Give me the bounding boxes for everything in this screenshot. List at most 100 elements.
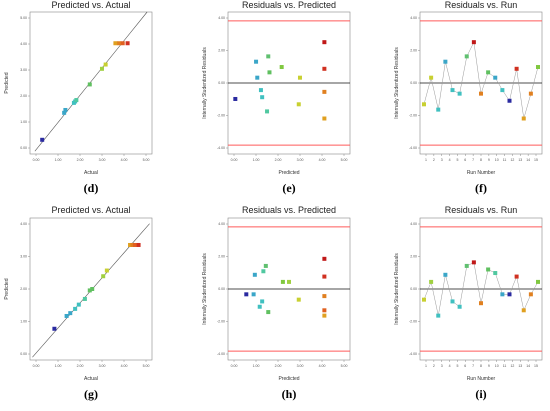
data-point (90, 287, 95, 291)
data-point (422, 102, 426, 107)
data-point (82, 296, 87, 301)
y-tick-label: 2.00 (410, 49, 417, 53)
data-point (322, 274, 327, 279)
x-axis-label: Run Number (467, 170, 496, 176)
y-tick-label: -2.00 (409, 320, 417, 324)
x-tick-label: 4.00 (121, 158, 128, 162)
data-point (87, 82, 92, 87)
data-point (52, 326, 57, 331)
data-point (507, 292, 512, 297)
x-tick-label: 4 (449, 158, 451, 162)
y-tick-label: -4.00 (217, 146, 225, 150)
data-point (507, 98, 512, 103)
y-tick-label: 1.00 (20, 320, 27, 324)
chart-title: Residuals vs. Predicted (242, 205, 336, 215)
x-tick-label: 0.00 (33, 364, 40, 368)
data-point (429, 75, 434, 80)
x-tick-label: 4.00 (319, 364, 326, 368)
data-point (125, 41, 130, 46)
data-point (74, 98, 79, 103)
x-tick-label: 2 (433, 364, 435, 368)
chart-panel-h: Residuals vs. Predicted -4.00 -2.00 0.00 2.0… (202, 205, 351, 401)
chart-panel-d: Predicted vs. Actual 0.00 1.00 2.00 3.00 4.00… (4, 0, 153, 195)
data-point (103, 62, 108, 67)
x-tick-label: 10 (495, 364, 499, 368)
data-point (471, 40, 476, 45)
x-tick-label: 3 (441, 158, 443, 162)
x-tick-label: 0.00 (33, 158, 40, 162)
x-tick-label: 3.00 (297, 364, 304, 368)
y-tick-label: 1.00 (20, 120, 27, 124)
y-tick-label: 4.00 (410, 222, 417, 226)
x-tick-label: 5.00 (143, 364, 150, 368)
data-point (254, 59, 259, 64)
y-tick-label: 2.00 (218, 255, 225, 259)
data-point (443, 272, 448, 277)
y-axis-label: Predicted (4, 72, 10, 93)
data-point (450, 88, 455, 93)
data-point (233, 96, 238, 101)
x-tick-label: 4 (449, 364, 451, 368)
x-tick-label: 3.00 (297, 158, 304, 162)
x-tick-label: 5 (456, 158, 458, 162)
data-point (266, 54, 271, 59)
data-point (422, 297, 426, 302)
x-axis-label: Actual (84, 376, 98, 382)
data-point (287, 279, 291, 284)
data-point (322, 89, 327, 94)
y-tick-label: 4.00 (218, 222, 225, 226)
data-point (258, 88, 263, 93)
data-point (244, 292, 249, 297)
y-tick-label: 0.00 (20, 146, 27, 150)
data-point (255, 75, 260, 80)
x-tick-label: 3 (441, 364, 443, 368)
x-tick-label: 5.00 (341, 158, 348, 162)
panel-letter: (d) (84, 181, 99, 195)
data-point (280, 279, 285, 284)
y-tick-label: 4.00 (20, 222, 27, 226)
y-tick-label: 3.00 (20, 68, 27, 72)
chart-title: Residuals vs. Run (445, 0, 518, 10)
x-tick-label: 6 (464, 364, 466, 368)
x-tick-label: 9 (488, 158, 490, 162)
x-tick-label: 13 (518, 364, 522, 368)
data-point (322, 40, 327, 45)
data-point (443, 59, 448, 64)
panel-letter: (g) (84, 387, 98, 401)
x-tick-label: 12 (510, 158, 514, 162)
data-point (117, 41, 122, 46)
data-point (528, 91, 533, 96)
data-point (486, 70, 491, 75)
data-point (297, 75, 302, 80)
data-point (263, 263, 268, 268)
data-point (260, 95, 265, 100)
x-axis-label: Actual (84, 170, 98, 176)
data-point (457, 304, 462, 309)
x-tick-label: 1.00 (253, 364, 260, 368)
chart-title: Predicted vs. Actual (51, 0, 130, 10)
data-point (322, 308, 327, 313)
y-tick-label: 4.00 (410, 16, 417, 20)
y-tick-label: -4.00 (409, 146, 417, 150)
y-tick-label: 0.00 (218, 81, 225, 85)
x-tick-label: 4.00 (121, 364, 128, 368)
data-point (73, 306, 78, 311)
data-point (266, 310, 271, 315)
y-tick-label: 2.00 (410, 255, 417, 259)
x-axis-label: Run Number (467, 376, 496, 382)
data-point (76, 302, 81, 307)
y-tick-label: 5.00 (20, 16, 27, 20)
chart-panel-i: Residuals vs. Run -4.00 -2.00 0.00 2.00 4.00 1… (394, 205, 543, 401)
data-point (279, 65, 284, 70)
y-tick-label: -4.00 (217, 352, 225, 356)
x-tick-label: 9 (488, 364, 490, 368)
data-point (514, 66, 519, 71)
x-tick-label: 10 (495, 158, 499, 162)
data-point (486, 267, 491, 272)
data-point (521, 308, 526, 313)
data-point (514, 274, 519, 279)
x-axis-label: Predicted (278, 170, 299, 176)
x-tick-label: 14 (526, 364, 530, 368)
data-point (322, 294, 327, 299)
